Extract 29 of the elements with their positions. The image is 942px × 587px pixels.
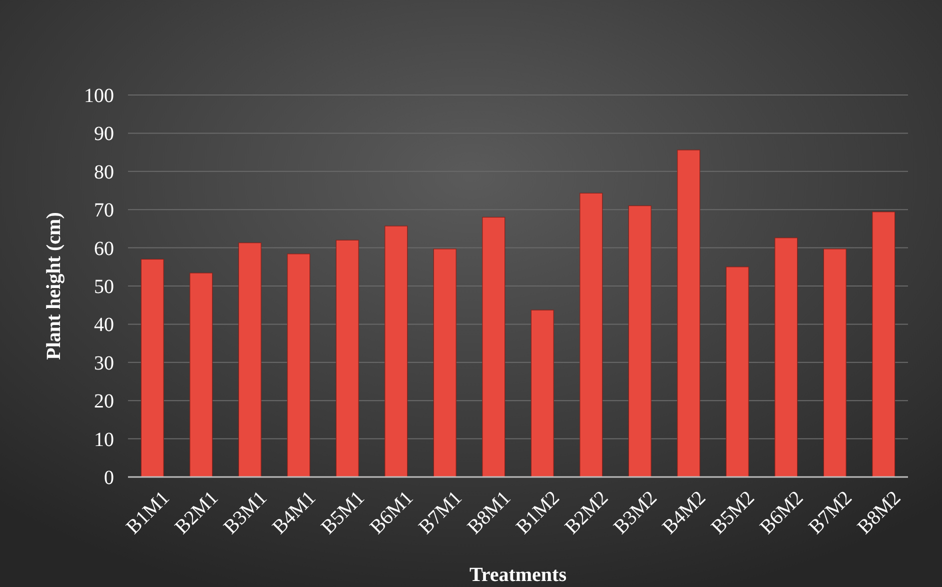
bar: [433, 248, 456, 478]
bar: [677, 150, 700, 478]
bar: [140, 258, 164, 478]
y-tick-label: 40: [94, 314, 114, 336]
y-tick-label: 100: [84, 85, 114, 107]
bar: [872, 212, 896, 478]
bar: [336, 240, 359, 478]
y-tick-label: 50: [94, 276, 114, 298]
bar: [823, 248, 846, 478]
bar: [774, 238, 798, 478]
y-tick-label: 60: [94, 238, 114, 260]
y-axis-title: Plant height (cm): [43, 212, 65, 360]
bar: [482, 216, 506, 478]
bar: [287, 254, 310, 478]
bar: [238, 242, 262, 478]
bar: [384, 226, 408, 478]
bar: [530, 310, 554, 478]
y-tick-label: 0: [104, 467, 114, 489]
bar: [580, 192, 603, 478]
y-tick-label: 30: [94, 352, 114, 374]
y-tick-label: 80: [94, 161, 114, 184]
y-tick-label: 90: [94, 123, 114, 146]
bar: [628, 205, 652, 478]
y-tick-label: 20: [94, 390, 114, 413]
x-axis-title: Treatments: [469, 564, 567, 586]
bar: [190, 272, 213, 478]
y-tick-label: 10: [94, 428, 114, 451]
y-tick-label: 70: [94, 200, 114, 222]
bar: [726, 266, 749, 478]
